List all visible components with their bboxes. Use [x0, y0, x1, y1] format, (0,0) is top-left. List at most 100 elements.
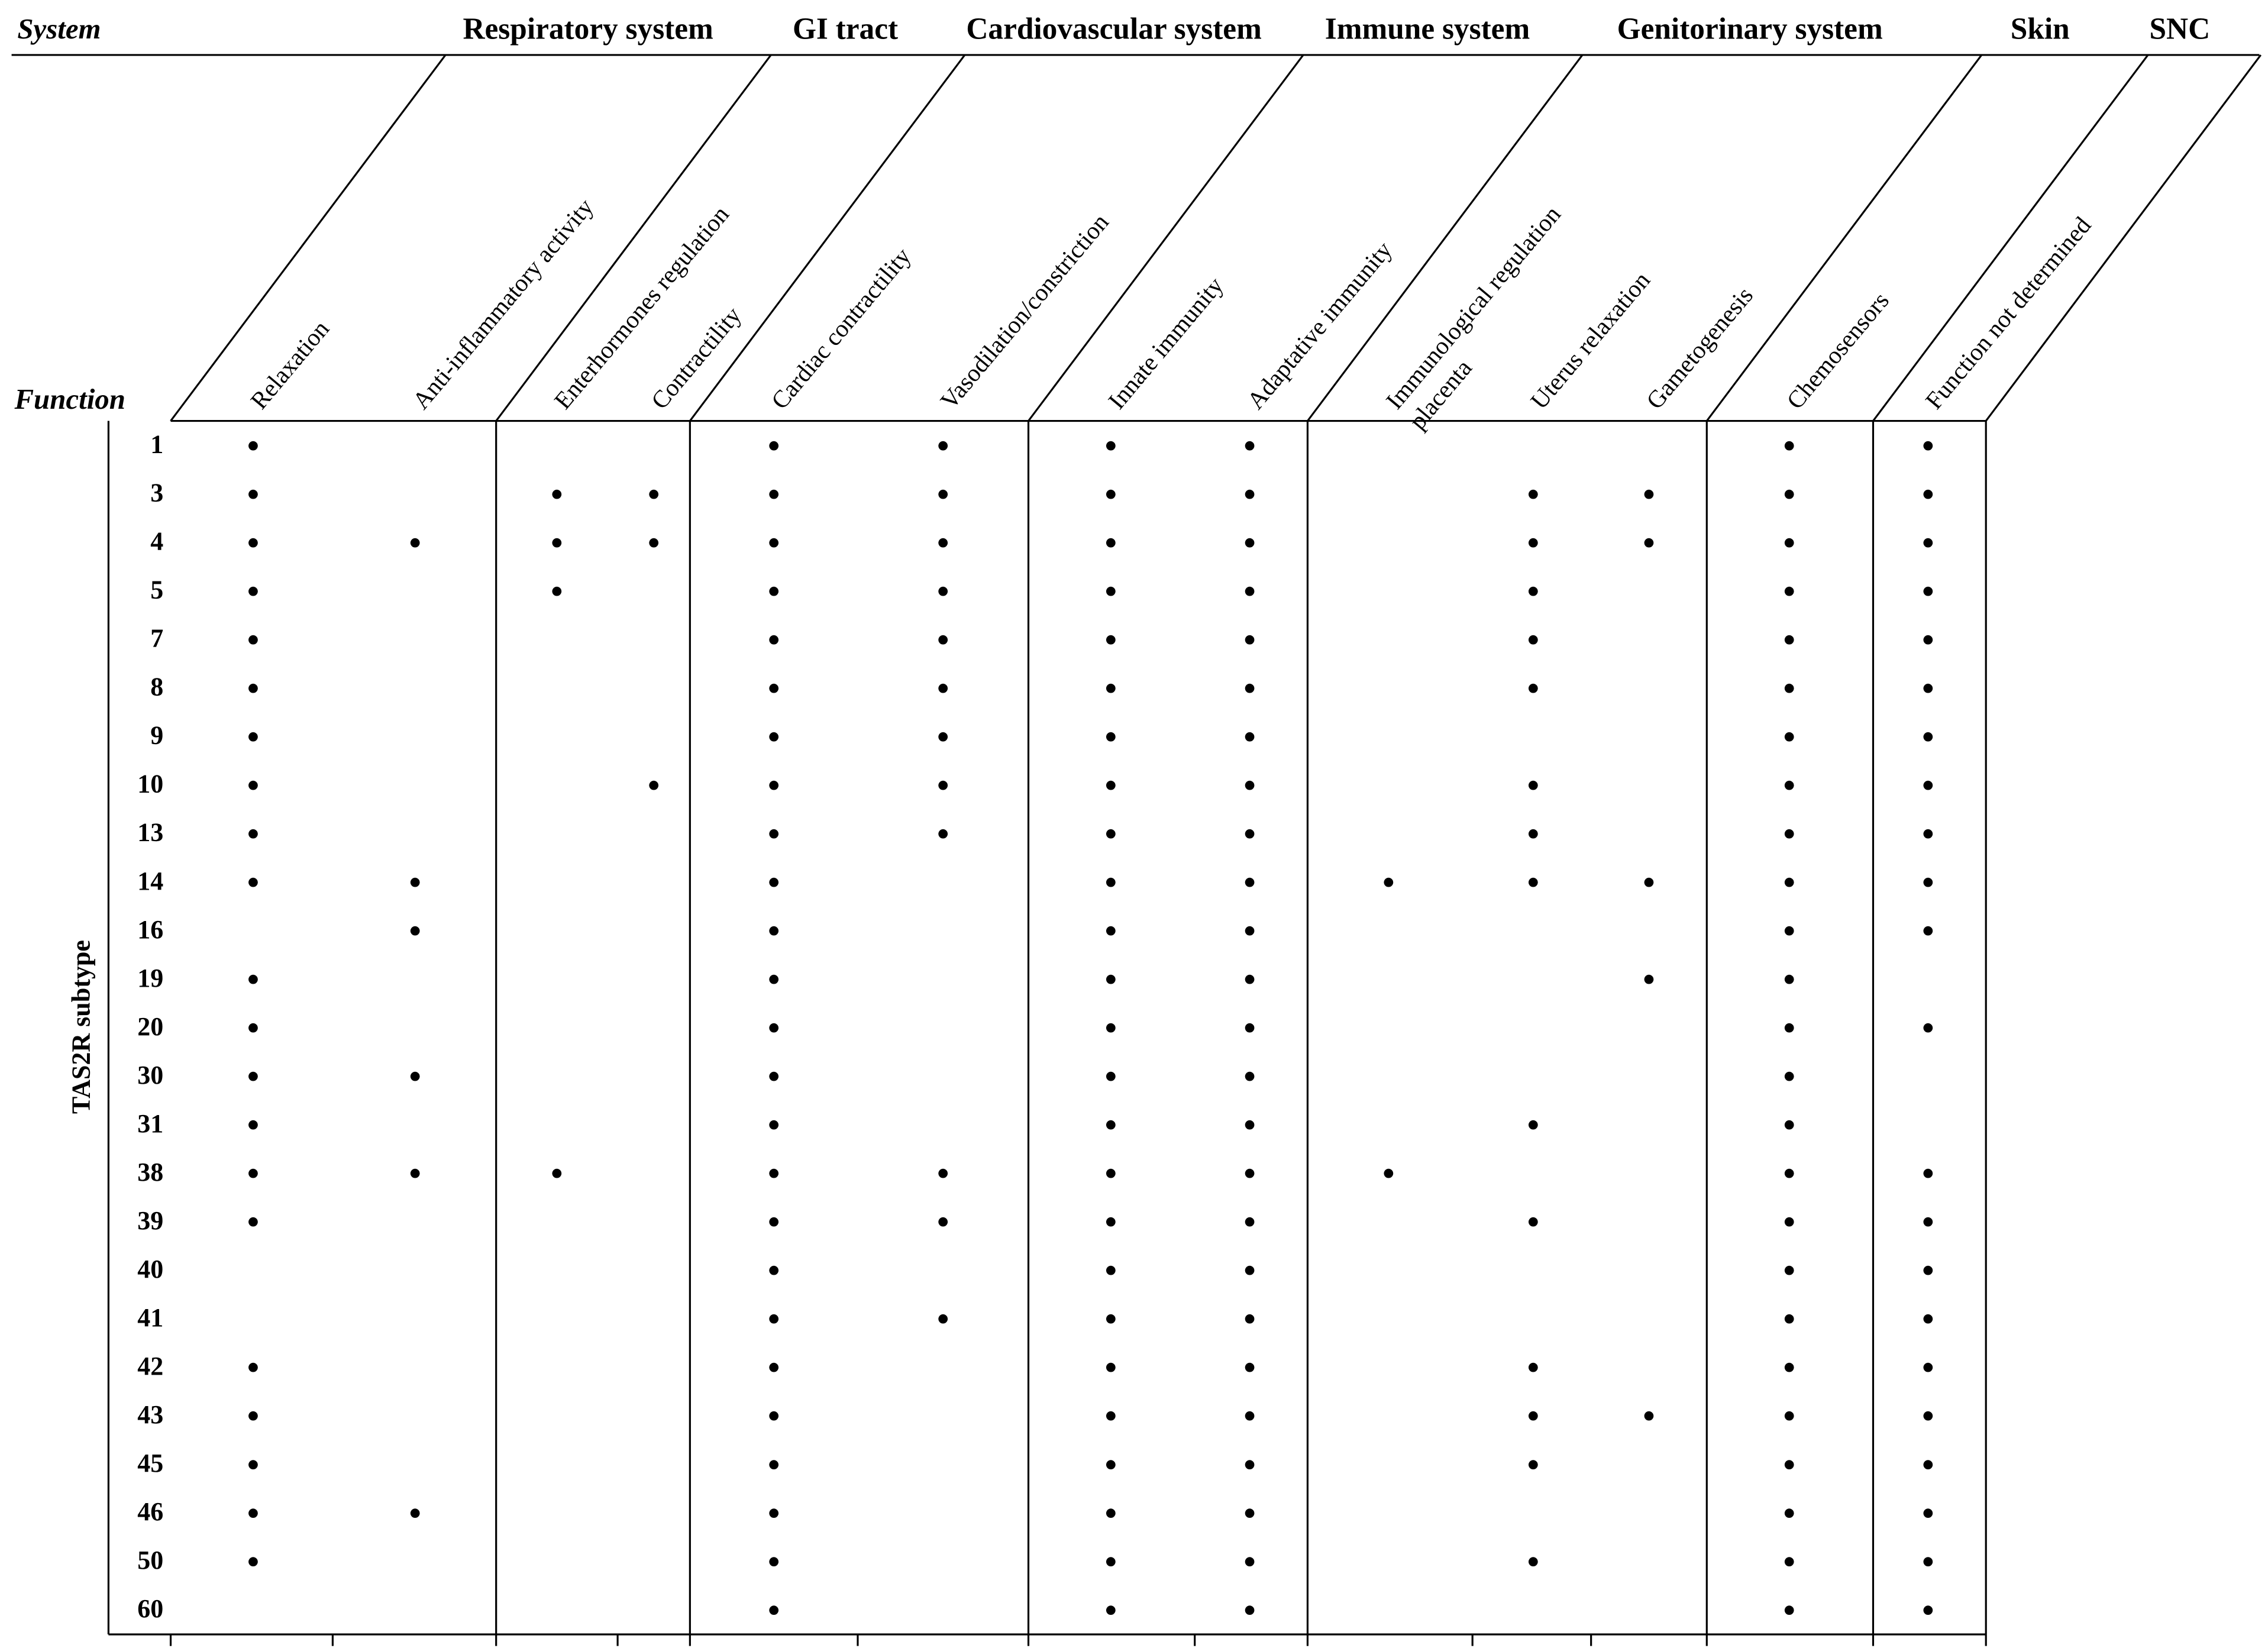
cell-dot: ●: [1783, 626, 1796, 651]
cell-dot: ●: [1243, 1548, 1256, 1572]
cell-dot: ●: [1243, 869, 1256, 893]
row-label: 40: [137, 1255, 163, 1284]
cell-dot: ●: [1783, 723, 1796, 748]
cell-dot: ●: [1527, 578, 1540, 602]
cell-dot: ●: [1921, 481, 1934, 505]
cell-dot: ●: [936, 578, 949, 602]
cell-dot: ●: [247, 1451, 260, 1475]
cell-dot: ●: [1783, 1014, 1796, 1039]
cell-dot: ●: [1104, 1451, 1117, 1475]
row-label: 43: [137, 1400, 163, 1429]
cell-dot: ●: [767, 1500, 780, 1524]
row-label: 13: [137, 818, 163, 847]
cell-dot: ●: [1921, 1014, 1934, 1039]
cell-dot: ●: [1783, 966, 1796, 990]
cell-dot: ●: [767, 723, 780, 748]
cell-dot: ●: [1104, 1597, 1117, 1621]
cell-dot: ●: [1382, 869, 1395, 893]
cell-dot: ●: [767, 772, 780, 796]
cell-dot: ●: [1243, 1306, 1256, 1330]
system-name: GI tract: [793, 12, 898, 46]
cell-dot: ●: [1243, 1451, 1256, 1475]
cell-dot: ●: [767, 1403, 780, 1427]
cell-dot: ●: [1104, 481, 1117, 505]
cell-dot: ●: [247, 772, 260, 796]
function-name: Relaxation: [245, 315, 334, 415]
row-label: 60: [137, 1594, 163, 1623]
cell-dot: ●: [1921, 1354, 1934, 1378]
function-name: Contractility: [646, 302, 747, 415]
row-label: 4: [150, 527, 163, 556]
cell-dot: ●: [1104, 1160, 1117, 1184]
cell-dot: ●: [1921, 1500, 1934, 1524]
cell-dot: ●: [1783, 1257, 1796, 1281]
cell-dot: ●: [936, 626, 949, 651]
cell-dot: ●: [1921, 1160, 1934, 1184]
row-label: 39: [137, 1206, 163, 1235]
cell-dot: ●: [1783, 1597, 1796, 1621]
cell-dot: ●: [1783, 481, 1796, 505]
system-name: Cardiovascular system: [966, 12, 1261, 46]
cell-dot: ●: [247, 529, 260, 554]
cell-dot: ●: [1104, 966, 1117, 990]
cell-dot: ●: [550, 578, 563, 602]
cell-dot: ●: [936, 723, 949, 748]
cell-dot: ●: [247, 432, 260, 457]
cell-dot: ●: [1104, 1014, 1117, 1039]
cell-dot: ●: [1104, 869, 1117, 893]
cell-dot: ●: [936, 820, 949, 845]
cell-dot: ●: [1243, 917, 1256, 942]
cell-dot: ●: [767, 917, 780, 942]
cell-dot: ●: [1104, 917, 1117, 942]
function-name: Cardiac contractility: [765, 243, 916, 414]
cell-dot: ●: [247, 578, 260, 602]
cell-dot: ●: [1921, 1257, 1934, 1281]
group-slant: [689, 54, 966, 422]
cell-dot: ●: [1921, 432, 1934, 457]
cell-dot: ●: [1783, 1160, 1796, 1184]
cell-dot: ●: [247, 1354, 260, 1378]
function-label: Function: [14, 383, 125, 415]
group-slant: [495, 54, 772, 422]
cell-dot: ●: [1783, 578, 1796, 602]
group-slant: [1706, 54, 1983, 422]
cell-dot: ●: [767, 1160, 780, 1184]
cell-dot: ●: [936, 1160, 949, 1184]
cell-dot: ●: [1921, 578, 1934, 602]
cell-dot: ●: [1783, 1306, 1796, 1330]
cell-dot: ●: [1783, 1403, 1796, 1427]
cell-dot: ●: [1783, 917, 1796, 942]
cell-dot: ●: [1243, 675, 1256, 699]
row-axis-label: TAS2R subtype: [67, 940, 96, 1114]
cell-dot: ●: [767, 820, 780, 845]
cell-dot: ●: [1527, 675, 1540, 699]
system-name: SNC: [2149, 12, 2210, 46]
cell-dot: ●: [647, 529, 660, 554]
cell-dot: ●: [550, 1160, 563, 1184]
cell-dot: ●: [1783, 1208, 1796, 1233]
cell-dot: ●: [1783, 1354, 1796, 1378]
cell-dot: ●: [247, 1014, 260, 1039]
cell-dot: ●: [247, 1111, 260, 1136]
cell-dot: ●: [1783, 1500, 1796, 1524]
cell-dot: ●: [1243, 723, 1256, 748]
cell-dot: ●: [1527, 1403, 1540, 1427]
cell-dot: ●: [409, 1500, 422, 1524]
cell-dot: ●: [247, 1063, 260, 1087]
row-label: 30: [137, 1061, 163, 1090]
cell-dot: ●: [1921, 1403, 1934, 1427]
cell-dot: ●: [647, 481, 660, 505]
row-label: 38: [137, 1158, 163, 1187]
cell-dot: ●: [1527, 1111, 1540, 1136]
function-name: Vasodilation/constriction: [935, 208, 1114, 414]
cell-dot: ●: [247, 1500, 260, 1524]
cell-dot: ●: [409, 1160, 422, 1184]
cell-dot: ●: [767, 1014, 780, 1039]
cell-dot: ●: [767, 1063, 780, 1087]
cell-dot: ●: [1104, 1257, 1117, 1281]
cell-dot: ●: [767, 1208, 780, 1233]
cell-dot: ●: [767, 1548, 780, 1572]
system-name: Skin: [2011, 12, 2070, 46]
system-name: Immune system: [1325, 12, 1530, 46]
